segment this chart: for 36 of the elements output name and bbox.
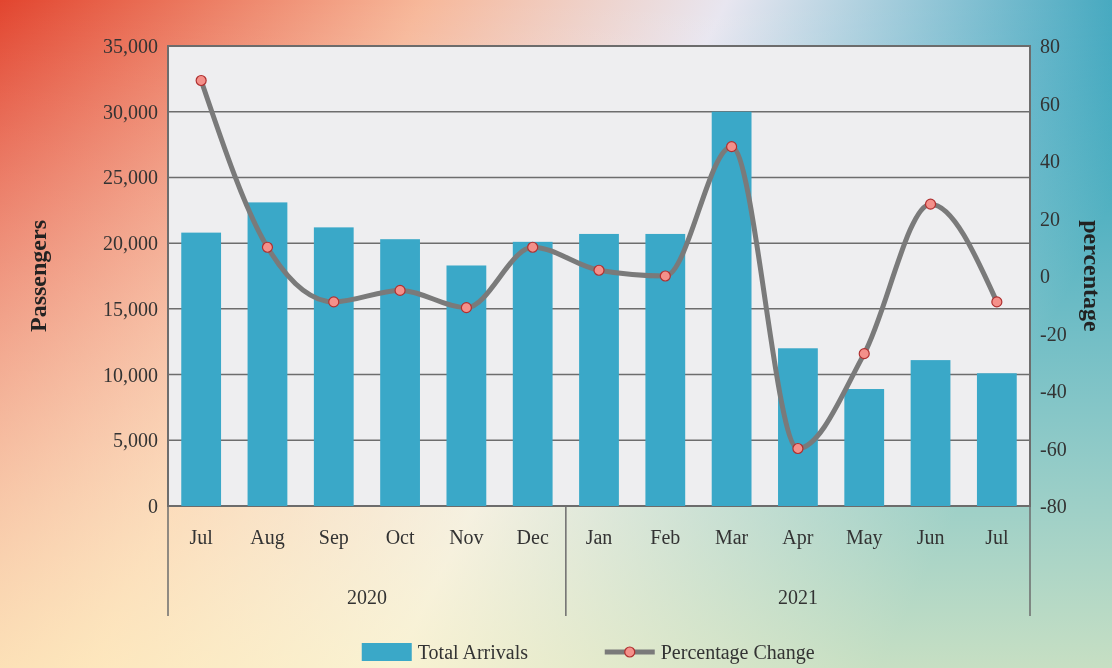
y-tick-label: 5,000 bbox=[113, 429, 158, 452]
y2-tick-label: 40 bbox=[1040, 150, 1060, 172]
x-tick-label: Jul bbox=[985, 526, 1009, 548]
y2-tick-label: -80 bbox=[1040, 495, 1067, 517]
y2-tick-label: 60 bbox=[1040, 92, 1060, 115]
x-tick-label: Dec bbox=[516, 526, 549, 548]
x-tick-label: Aug bbox=[250, 526, 285, 549]
y2-tick-label: -60 bbox=[1040, 437, 1067, 460]
text: 2020 bbox=[346, 586, 387, 608]
y2-tick-label: -40 bbox=[1040, 380, 1067, 402]
x-tick-label: Sep bbox=[318, 526, 349, 549]
text: 2021 bbox=[777, 586, 818, 608]
x-tick-label: Nov bbox=[449, 526, 484, 548]
x-tick-label: Jan bbox=[585, 526, 613, 548]
y-tick-label: 25,000 bbox=[103, 166, 158, 189]
y2-tick-label: -20 bbox=[1040, 322, 1067, 345]
x-tick-label: Jul bbox=[189, 526, 214, 548]
x-tick-label: Oct bbox=[385, 526, 415, 548]
y2-tick-label: 20 bbox=[1040, 207, 1060, 230]
legend-label: Total Arrivals bbox=[417, 641, 529, 663]
legend-label: Percentage Change bbox=[660, 641, 815, 664]
x-tick-label: Feb bbox=[650, 526, 681, 548]
y2-axis-title: percentage bbox=[1079, 220, 1105, 333]
x-tick-label: Apr bbox=[782, 526, 814, 549]
y-axis-title: Passengers bbox=[25, 220, 51, 332]
x-tick-label: Jun bbox=[916, 526, 945, 548]
y-tick-label: 10,000 bbox=[103, 363, 158, 386]
x-tick-label: May bbox=[845, 526, 883, 549]
y-tick-label: 20,000 bbox=[103, 232, 158, 255]
y-tick-label: 0 bbox=[148, 495, 158, 517]
x-tick-label: Mar bbox=[714, 526, 749, 548]
y2-tick-label: 80 bbox=[1040, 35, 1060, 57]
y-tick-label: 30,000 bbox=[103, 100, 158, 123]
y-tick-label: 35,000 bbox=[103, 35, 158, 57]
y2-tick-label: 0 bbox=[1040, 265, 1050, 287]
y-tick-label: 15,000 bbox=[103, 297, 158, 320]
